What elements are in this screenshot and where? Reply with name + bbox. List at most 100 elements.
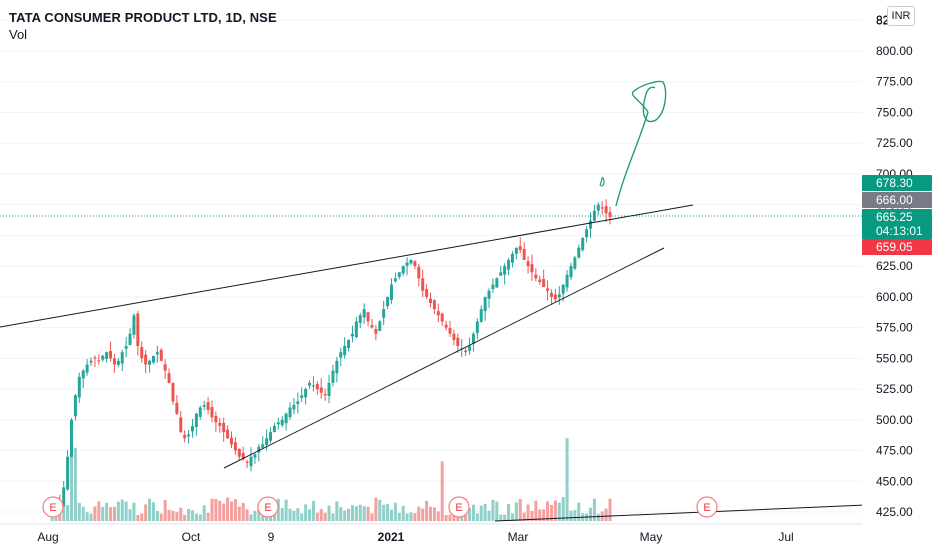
candle-body	[393, 278, 397, 282]
volume-bar	[148, 498, 152, 521]
volume-bar	[280, 507, 284, 521]
volume-bar	[386, 503, 390, 521]
candle-body	[292, 405, 296, 410]
candle-body	[179, 417, 183, 433]
candle-body	[331, 370, 335, 383]
volume-bar	[592, 498, 596, 521]
volume-bar	[194, 513, 198, 521]
candle-body	[507, 259, 511, 270]
volume-bar	[413, 513, 417, 521]
volume-bar	[487, 510, 491, 521]
time-axis-labels: Aug Oct 9 2021 Mar May Jul	[37, 530, 793, 544]
candle-body	[308, 382, 312, 386]
volume-bar	[151, 502, 155, 521]
volume-bar	[179, 507, 183, 521]
candle-body	[73, 395, 77, 417]
earnings-marker[interactable]	[696, 496, 718, 518]
volume-bar	[397, 512, 401, 521]
candle-body	[300, 395, 304, 399]
candle-body	[495, 278, 499, 288]
candle-body	[167, 373, 171, 383]
time-axis-label: Jul	[778, 530, 793, 544]
candle-body	[514, 247, 518, 254]
volume-bar	[440, 461, 444, 521]
candle-body	[604, 206, 608, 214]
pen-arrow-drawing[interactable]	[615, 80, 667, 207]
volume-bar	[272, 513, 276, 521]
lower-trendline[interactable]	[223, 247, 665, 469]
volume-indicator-label[interactable]: Vol	[9, 27, 28, 42]
earnings-marker-label: E	[264, 502, 271, 514]
volume-bar	[116, 501, 120, 521]
volume-bar	[436, 511, 440, 521]
volume-bar	[378, 499, 382, 521]
candle-body	[549, 292, 553, 297]
candle-body	[429, 298, 433, 304]
candle-body	[378, 321, 382, 331]
candle-body	[159, 349, 163, 361]
price-tick-label: 550.00	[876, 351, 913, 365]
volume-bar	[319, 508, 323, 521]
volume-bar	[339, 507, 343, 521]
earnings-marker[interactable]	[257, 496, 279, 518]
candle-body	[526, 261, 530, 267]
volume-bar	[350, 505, 354, 521]
volume-bar	[159, 513, 163, 521]
currency-badge[interactable]: INR	[887, 6, 915, 26]
volume-bar	[112, 506, 116, 521]
price-tag-value: 659.05	[876, 240, 913, 254]
candle-body	[370, 325, 374, 328]
candle-body	[405, 262, 409, 266]
candle-body	[101, 355, 105, 360]
earnings-marker[interactable]	[448, 496, 470, 518]
volume-bar	[499, 514, 503, 521]
candle-body	[350, 333, 354, 337]
candle-body	[417, 266, 421, 279]
candle-body	[272, 425, 276, 433]
candle-body	[483, 296, 487, 312]
volume-bar	[452, 514, 456, 521]
price-tick-label: 450.00	[876, 474, 913, 488]
volume-bar	[241, 502, 245, 521]
time-axis[interactable]	[0, 524, 932, 550]
volume-bar	[54, 513, 58, 521]
candle-body	[432, 300, 436, 310]
candle-body	[97, 360, 101, 362]
price-axis[interactable]	[862, 0, 932, 524]
volume-bar	[245, 509, 249, 521]
candle-body	[85, 364, 89, 373]
candle-body	[120, 352, 124, 364]
candle-body	[276, 422, 280, 425]
price-tag	[862, 192, 932, 208]
price-tag-value: 666.00	[876, 193, 913, 207]
upper-trendline[interactable]	[0, 204, 694, 328]
volume-bar	[66, 504, 70, 521]
candle-body	[585, 229, 589, 238]
candle-body	[518, 246, 522, 251]
volume-bar	[335, 501, 339, 521]
volume-bar	[124, 501, 128, 521]
candle-body	[452, 333, 456, 340]
volume-bar	[468, 508, 472, 521]
volume-bar	[510, 513, 514, 521]
candle-body	[479, 309, 483, 322]
candle-body	[269, 432, 273, 441]
volume-bar	[327, 505, 331, 521]
volume-bar	[577, 502, 581, 521]
candle-body	[569, 266, 573, 278]
price-tag	[862, 209, 932, 239]
volume-bar	[253, 510, 257, 521]
candle-body	[245, 461, 249, 463]
bottom-trendline[interactable]	[494, 504, 867, 522]
time-axis-label: 9	[268, 530, 275, 544]
volume-bar	[370, 513, 374, 521]
earnings-marker[interactable]	[42, 496, 64, 518]
price-tick-label: 800.00	[876, 44, 913, 58]
candle-body	[93, 357, 97, 359]
candle-body	[487, 290, 491, 299]
volume-bar	[70, 448, 74, 521]
earnings-marker-label: E	[49, 502, 56, 514]
volume-bar	[421, 508, 425, 521]
